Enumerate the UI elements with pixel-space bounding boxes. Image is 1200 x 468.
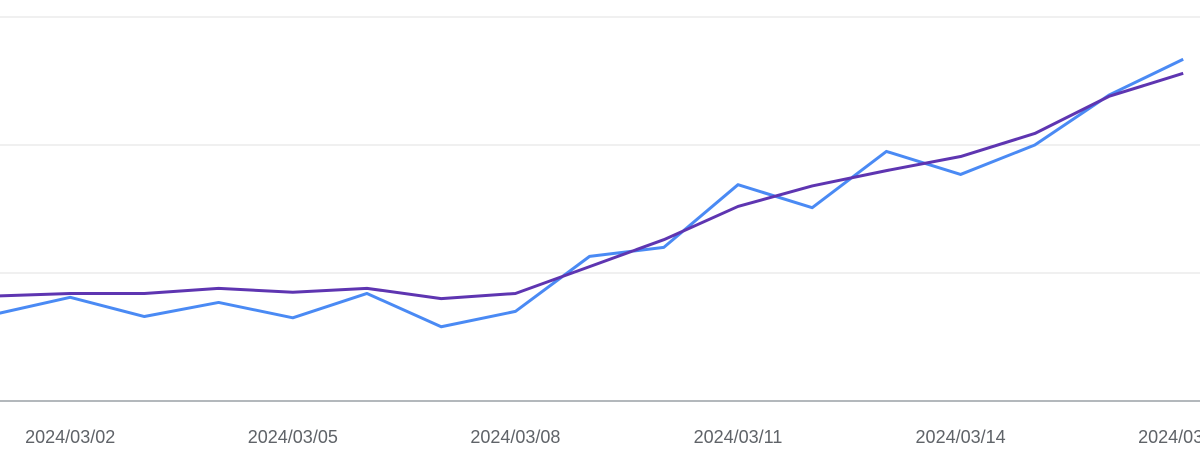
x-tick-label: 2024/03/02 (25, 427, 115, 447)
x-tick-label: 2024/03/05 (248, 427, 338, 447)
x-tick-label: 2024/03/17 (1138, 427, 1200, 447)
line-series (0, 57, 1184, 329)
x-tick-label: 2024/03/14 (916, 427, 1006, 447)
x-tick-label: 2024/03/08 (470, 427, 560, 447)
x-tick-label: 2024/03/11 (694, 427, 783, 447)
line-series (0, 71, 1184, 301)
